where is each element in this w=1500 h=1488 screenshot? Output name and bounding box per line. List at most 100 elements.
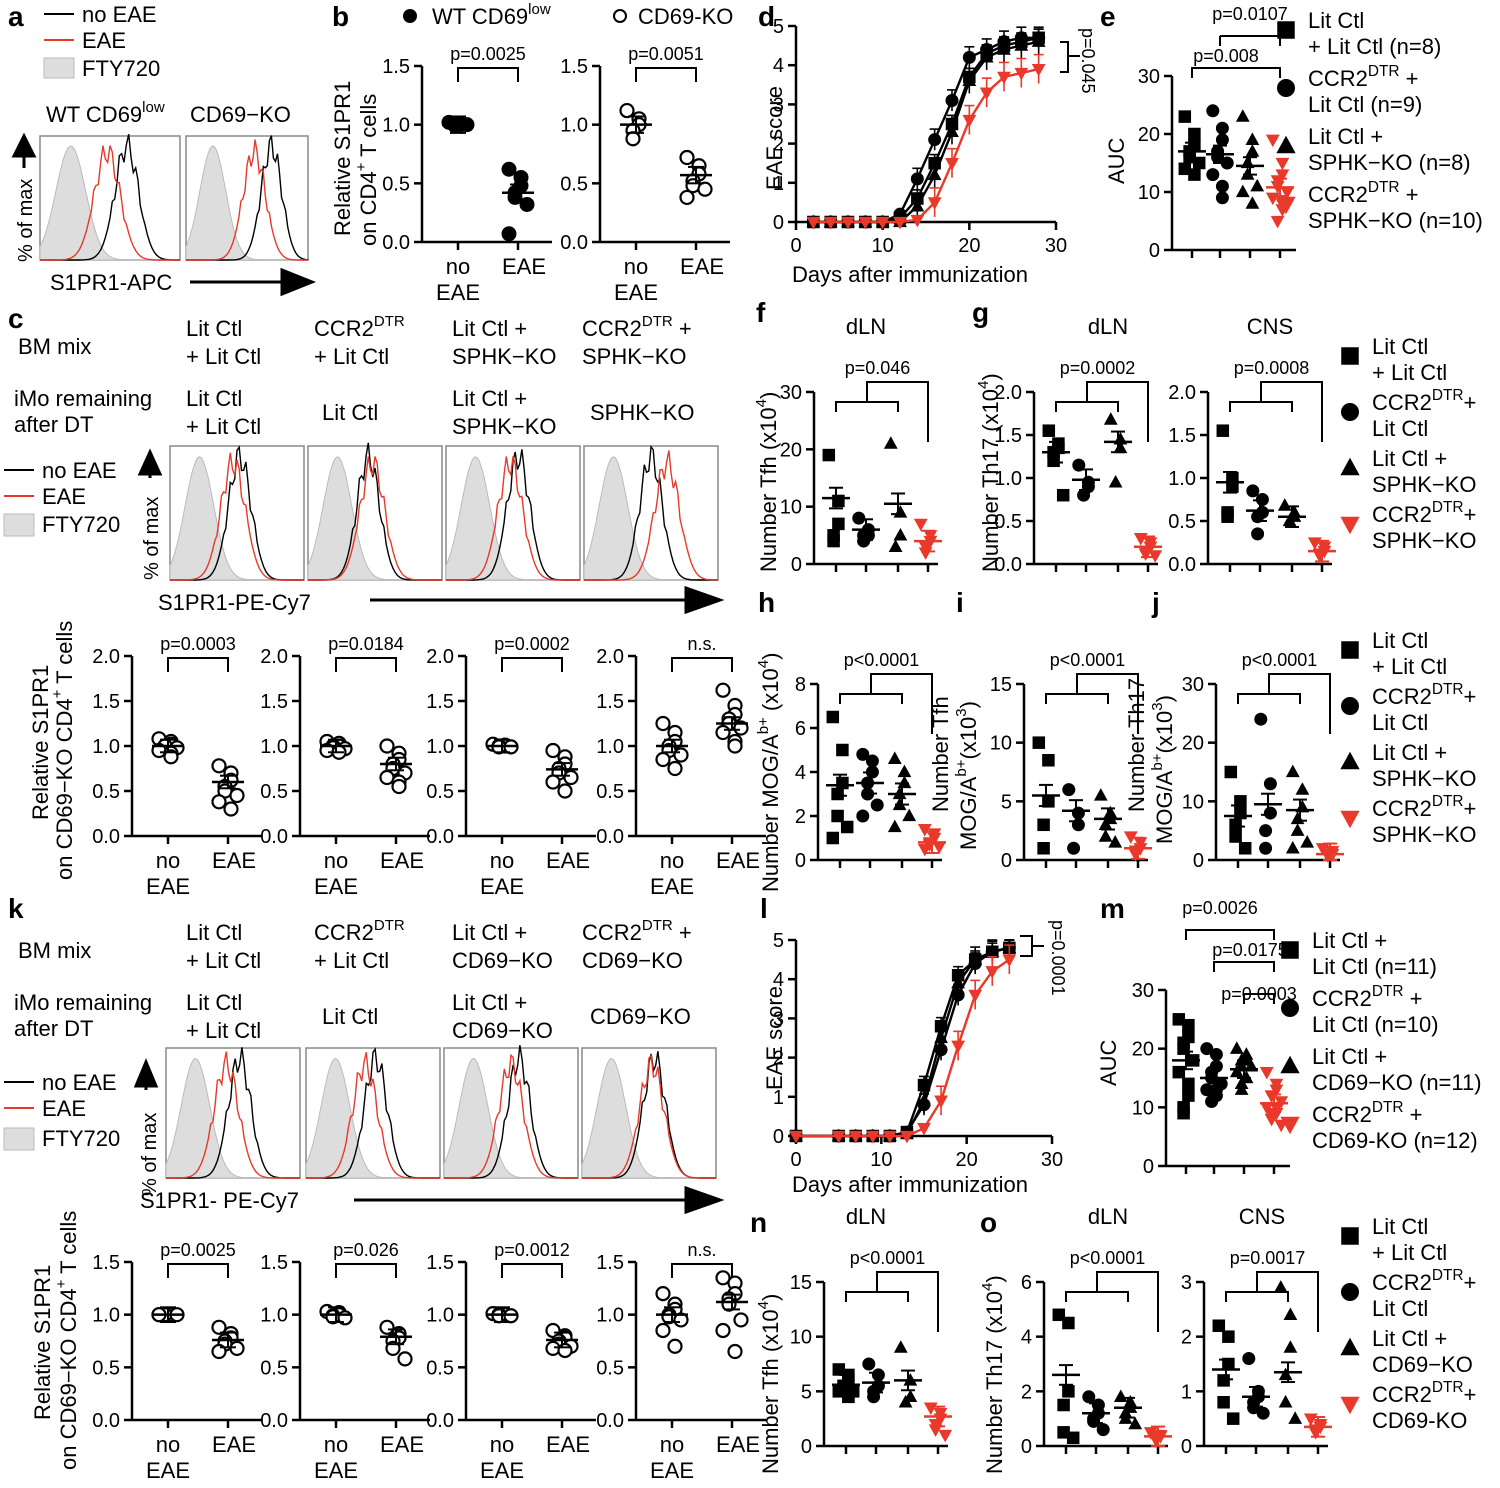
panel-e-legend-line: SPHK−KO (n=10) [1308,208,1483,233]
panel-l-point [831,1130,846,1144]
panel-m-point [1200,1042,1214,1056]
panel-o-dln-point [1062,1385,1075,1398]
panel-g-dln-title: dLN [1088,314,1128,339]
panel-e-legend-line: Lit Ctl [1308,8,1364,33]
panel-m-point [1182,1089,1195,1102]
panel-k-dot-plot-2-x-label: EAE [314,1458,358,1483]
panel-k-dot-plot-4-point [667,1338,683,1354]
legend-cd69-part: + [1464,1270,1477,1295]
legend-cd69-line: Lit Ctl [1372,1214,1428,1239]
panel-l-point [968,989,983,1003]
panel-k-dot-plot-1-pvalue: p=0.0025 [160,1240,236,1260]
panel-j-point [1285,764,1300,778]
panel-k-dot-plot-2-y-tick-label: 1.0 [260,1305,288,1327]
panel-m-y-tick-label: 30 [1132,980,1154,1002]
panel-o-dln-point [1052,1308,1066,1322]
panel-e-legend-line: Lit Ctl + [1308,124,1383,149]
panel-a-ko-histogram [185,135,309,261]
legend-sphk-lower-marker [1340,810,1360,829]
panel-g-cns-bracket [1260,381,1323,442]
panel-e-point [1270,215,1285,229]
panel-j-y-tick-label: 20 [1182,733,1204,755]
panel-e-legend-part: CCR2 [1308,66,1368,91]
panel-e-legend-part: CCR2 [1308,182,1368,207]
panel-c-dot-plot-4-point [673,747,689,763]
panel-l-y-tick-label: 2 [773,1048,784,1070]
panel-m-legend-line: Lit Ctl + [1312,1044,1387,1069]
panel-c-y-arrow [137,448,163,478]
panel-b-ko-point [679,149,695,166]
panel-c-dot-plot-1-point [211,794,227,810]
panel-n-y-tick-label: 10 [790,1327,812,1349]
bm-group-line: CD69−KO [452,948,553,973]
panel-e-pvalue-2: p=0.008 [1193,46,1259,66]
panel-g-cns-y-tick-label: 0.5 [1168,511,1196,533]
panel-k-dot-plot-4-point [733,1312,749,1328]
panel-g-dln-point [1042,424,1056,437]
panel-c-dot-plot-4-y-tick-label: 0.5 [596,781,624,803]
panel-j-point [1300,835,1315,848]
panel-g-dln-bracket [1086,381,1149,442]
panel-m-legend-line: Lit Ctl + [1312,928,1387,953]
panel-c-dot-plot-3-bracket [501,657,563,672]
panel-o-cns: 0 1 2 3 p=0.0017 CNS [1181,1204,1332,1458]
legend-sphk-lower-marker [1341,697,1359,715]
imo-group-line: CD69−KO [590,1004,691,1029]
panel-c-dot-plot-4-x-label: EAE [650,874,694,899]
legend-cd69-marker [1340,1396,1360,1415]
panel-d-point [945,158,959,171]
panel-h-point [836,776,849,790]
panel-h-point [917,824,932,837]
panel-o-dln-point [1113,1389,1128,1402]
legend-sphk-lower-marker [1341,641,1359,659]
legend-sphk-upper-line: + Lit Ctl [1372,360,1447,385]
panel-l-x-tick-label: 20 [956,1149,978,1171]
panel-e-point [1215,191,1229,205]
legend-no-eae: no EAE [42,1070,117,1095]
panel-o-dln-title: dLN [1088,1204,1128,1229]
legend-cd69-line: Lit Ctl + [1372,1326,1447,1351]
panel-c-histogram-1-eae-curve [170,452,304,581]
panel-a-group-wt: WT CD69low [46,99,165,127]
panel-e-legend-marker [1276,196,1296,215]
bm-group-line: CCR2DTR [314,313,405,341]
legend-eae: EAE [42,1096,86,1121]
legend-sphk-upper-line: CCR2DTR+ [1372,499,1476,527]
panel-count-plots: 0102030p=0.046dLN0.00.51.01.52.0p=0.0002… [780,314,1344,1458]
panel-o-dln-point [1096,1423,1110,1437]
panel-i-point [1108,835,1123,848]
panel-c-dot-plot-4-y-tick-label: 2.0 [596,646,624,668]
panel-k-histogram-4-eae-curve [582,1053,716,1179]
panel-i-y-tick-label: 0 [1001,850,1012,872]
legend-sphk-upper-part: + [1464,502,1477,527]
panel-c-xlabel: S1PR1-PE-Cy7 [158,590,311,615]
panel-k-dot-plot-1-x-label: EAE [212,1432,256,1457]
panel-k-histogram-2-eae-curve [306,1052,440,1179]
panel-f-point [888,539,903,552]
panel-e-legend-line: CCR2DTR + [1308,179,1419,207]
panel-m-y-tick-label: 20 [1132,1039,1154,1061]
panel-j-group-bracket [1237,693,1301,704]
panel-d-point [927,197,942,210]
bm-group-line: CCR2DTR + [582,313,692,341]
legend-fty-swatch [3,513,35,537]
panel-b-ylabel: Relative S1PR1 [330,81,355,236]
panel-d-y-tick-label: 4 [773,55,784,77]
panel-g-dln: 0.0 0.5 1.0 1.5 2.0 p=0.0002 dLN [994,314,1163,576]
panel-h-point [887,819,902,833]
panel-k-dot-plot-3-y-tick-label: 1.0 [426,1305,454,1327]
panel-letter-m: m [1100,893,1125,924]
panel-k-dot-plot-1-point [229,1340,245,1356]
panel-c-dot-plot-3-y-tick-label: 0.0 [426,826,454,848]
panel-b-wt-x-label: EAE [502,254,546,279]
panel-f-point [913,518,928,532]
panel-g-cns-point [1251,527,1265,541]
legend-cd69-sup: DTR [1432,1379,1464,1396]
panel-m-point [1259,1066,1274,1080]
panel-l-point [934,1095,948,1109]
